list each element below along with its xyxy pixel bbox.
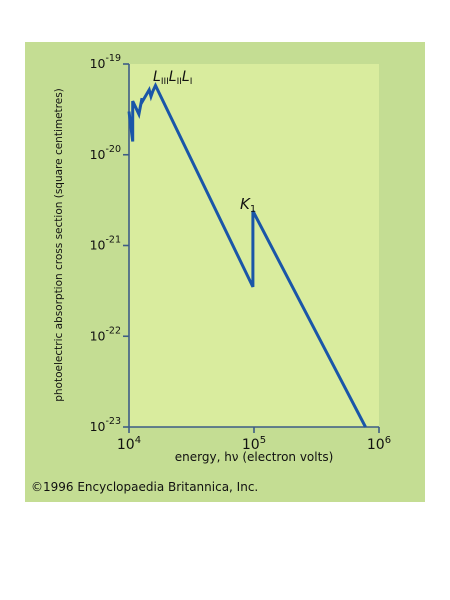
y-tick-label: 10-22 <box>90 325 121 343</box>
y-tick-label: 10-20 <box>90 144 121 162</box>
y-tick-label: 10-19 <box>90 53 121 71</box>
y-tick-label: 10-23 <box>90 416 121 434</box>
x-axis-label: energy, hν (electron volts) <box>175 450 334 464</box>
copyright-notice: ©1996 Encyclopaedia Britannica, Inc. <box>31 480 258 494</box>
chart-svg: 104 105 106 10-19 10-20 10-21 10-22 10-23 LIIIL… <box>25 42 425 502</box>
tick-layer <box>123 63 380 433</box>
x-tick-label: 105 <box>242 435 266 453</box>
y-tick-label: 10-21 <box>90 235 121 253</box>
cross-section-line <box>127 82 367 428</box>
l-edge-annotation: LIIILIILI <box>153 69 192 87</box>
series-layer <box>127 82 367 428</box>
y-axis-label: photoelectric absorption cross section (… <box>53 88 65 402</box>
x-tick-label: 106 <box>367 435 391 453</box>
tick-label-layer: 104 105 106 10-19 10-20 10-21 10-22 10-23 <box>90 53 392 453</box>
k-edge-annotation: K1 <box>240 195 256 215</box>
chart-figure: 104 105 106 10-19 10-20 10-21 10-22 10-23 LIIIL… <box>25 42 425 502</box>
x-tick-label: 104 <box>117 435 141 453</box>
